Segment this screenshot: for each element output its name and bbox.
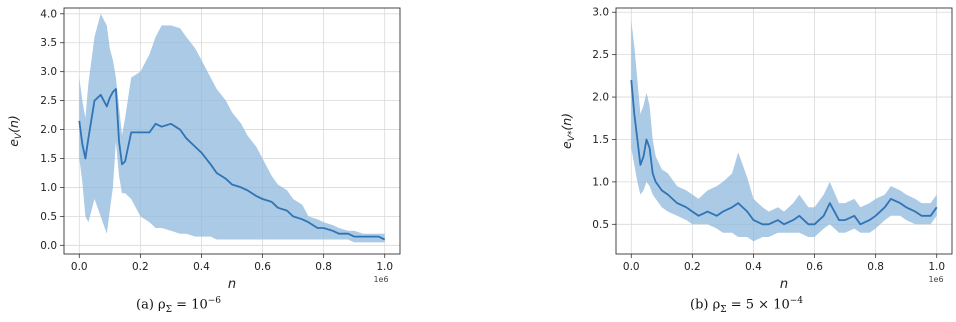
y-axis-label-tail-a: (n) — [6, 115, 21, 133]
caption-a-sub: Σ — [165, 304, 173, 315]
y-axis-label-base-a: e — [6, 139, 21, 147]
y-tick-label-a-2: 1.0 — [40, 182, 57, 194]
y-axis-label-sub-b: V* — [567, 130, 577, 141]
caption-a: (a) ρΣ = 10−6 — [136, 296, 221, 315]
x-offset-label-a: 1e6 — [373, 275, 388, 284]
y-tick-label-a-5: 2.5 — [40, 95, 57, 107]
caption-b-middle: = 5 × 10 — [726, 297, 790, 313]
caption-b: (b) ρΣ = 5 × 10−4 — [690, 296, 803, 315]
plot-frame-b — [615, 7, 953, 255]
x-tick-label-b-4: 0.8 — [867, 261, 884, 273]
y-tick-label-b-5: 3.0 — [592, 7, 609, 19]
confidence-band-b — [631, 20, 937, 242]
x-tick-label-b-5: 1.0 — [928, 261, 945, 273]
caption-a-sup: −6 — [207, 296, 222, 306]
y-tick-label-a-7: 3.5 — [40, 37, 57, 49]
y-tick-label-a-3: 1.5 — [40, 153, 57, 165]
chart-panel-b: 0.0 0.2 0.4 0.6 0.8 1.0 0.5 1.0 1.5 2.0 2.5 3.0 n 1e6… — [559, 7, 953, 292]
y-axis-label-base-b: e — [559, 141, 574, 149]
y-tick-label-a-0: 0.0 — [40, 240, 57, 252]
y-tick-label-b-0: 0.5 — [592, 219, 609, 231]
x-axis-label-a: n — [228, 277, 236, 292]
x-tick-label-a-1: 0.2 — [132, 261, 149, 273]
x-tick-label-b-0: 0.0 — [623, 261, 640, 273]
y-tick-label-a-4: 2.0 — [40, 124, 57, 136]
y-axis-label-b: eV*(n) — [559, 113, 577, 149]
x-tick-label-a-4: 0.8 — [315, 261, 332, 273]
y-tick-label-a-6: 3.0 — [40, 66, 57, 78]
y-tick-label-b-3: 2.0 — [592, 92, 609, 104]
x-axis-label-b: n — [780, 277, 788, 292]
caption-b-prefix: (b) ρ — [690, 297, 721, 313]
mean-line-a — [78, 88, 386, 241]
confidence-band-a — [79, 13, 385, 243]
y-tick-label-a-1: 0.5 — [40, 211, 57, 223]
y-tick-label-b-4: 2.5 — [592, 49, 609, 61]
y-axis-label-tail-b: (n) — [559, 113, 574, 131]
plot-frame-a — [63, 7, 401, 255]
mean-line-b — [630, 80, 938, 226]
x-tick-label-a-2: 0.4 — [193, 261, 210, 273]
y-tick-label-b-2: 1.5 — [592, 134, 609, 146]
x-tick-label-a-5: 1.0 — [376, 261, 393, 273]
y-axis-label-a: eV(n) — [6, 115, 24, 147]
y-axis-label-sub-a: V — [14, 132, 24, 139]
caption-a-prefix: (a) ρ — [136, 297, 166, 313]
x-tick-label-a-0: 0.0 — [71, 261, 88, 273]
caption-b-sub: Σ — [720, 304, 727, 315]
y-tick-label-b-1: 1.0 — [592, 176, 609, 188]
caption-a-middle: = 10 — [172, 297, 208, 313]
y-tick-label-a-8: 4.0 — [40, 8, 57, 20]
caption-b-sup: −4 — [789, 296, 804, 306]
x-tick-label-a-3: 0.6 — [254, 261, 271, 273]
x-offset-label-b: 1e6 — [928, 275, 943, 284]
x-tick-label-b-3: 0.6 — [806, 261, 823, 273]
x-tick-label-b-2: 0.4 — [745, 261, 762, 273]
chart-panel-a: 0.0 0.2 0.4 0.6 0.8 1.0 0.0 0.5 1.0 1.5 2.0 2.5 3.0 3… — [6, 7, 401, 292]
x-tick-label-b-1: 0.2 — [684, 261, 701, 273]
